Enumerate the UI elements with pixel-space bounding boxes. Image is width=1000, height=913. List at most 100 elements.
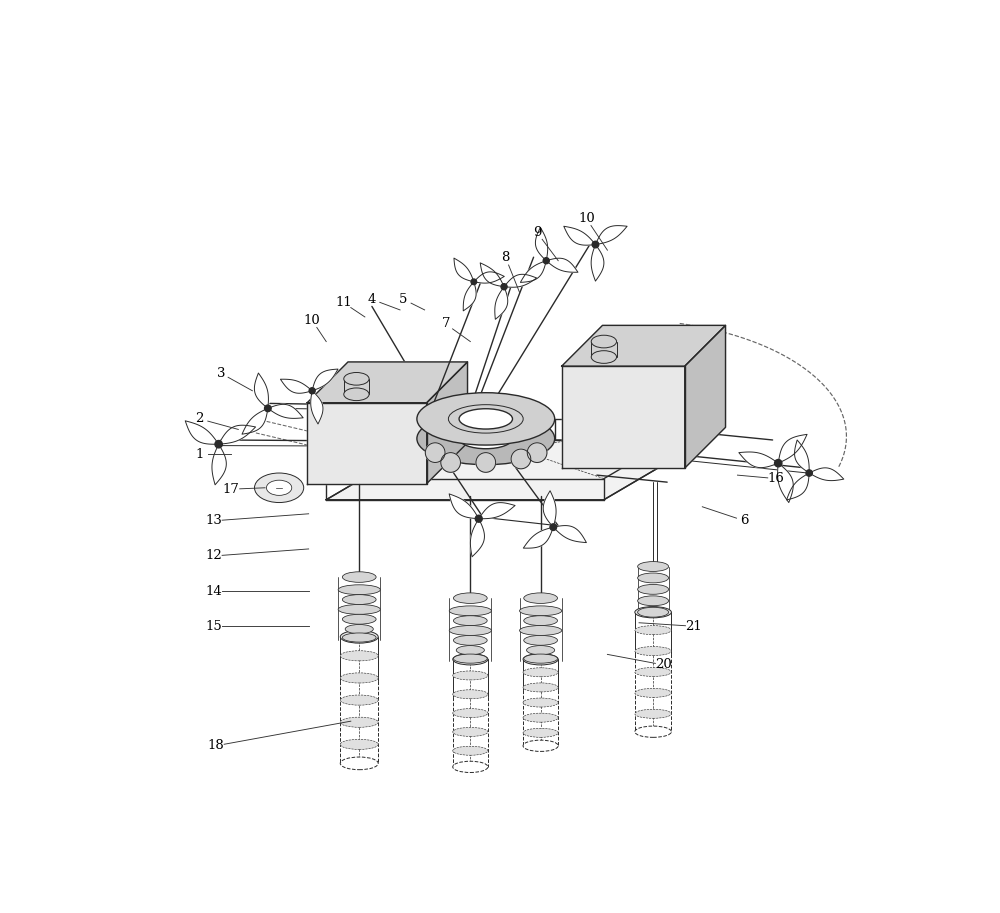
Ellipse shape	[524, 615, 557, 625]
Circle shape	[215, 441, 222, 448]
Ellipse shape	[523, 713, 558, 722]
Ellipse shape	[453, 671, 488, 680]
Ellipse shape	[453, 728, 488, 737]
Ellipse shape	[453, 635, 487, 645]
Polygon shape	[427, 362, 468, 484]
Text: 5: 5	[399, 293, 408, 306]
Text: 11: 11	[335, 297, 352, 310]
Text: 21: 21	[686, 620, 702, 633]
Ellipse shape	[345, 624, 373, 634]
Text: 1: 1	[195, 447, 204, 460]
Ellipse shape	[459, 428, 513, 448]
Polygon shape	[685, 325, 726, 468]
Ellipse shape	[340, 718, 378, 728]
Ellipse shape	[453, 654, 487, 663]
Polygon shape	[254, 373, 268, 408]
Circle shape	[471, 279, 477, 285]
Polygon shape	[326, 440, 706, 499]
Ellipse shape	[635, 688, 671, 698]
Ellipse shape	[638, 561, 669, 572]
Ellipse shape	[453, 708, 488, 718]
Polygon shape	[280, 379, 312, 394]
Polygon shape	[635, 613, 671, 731]
Circle shape	[775, 459, 782, 467]
Ellipse shape	[591, 351, 617, 363]
Polygon shape	[562, 325, 726, 366]
Polygon shape	[809, 467, 844, 480]
Ellipse shape	[342, 633, 376, 642]
Text: 20: 20	[655, 658, 672, 671]
Polygon shape	[523, 527, 553, 548]
Circle shape	[476, 453, 496, 472]
Ellipse shape	[340, 631, 378, 643]
Polygon shape	[479, 503, 515, 519]
Text: 10: 10	[304, 314, 321, 327]
Ellipse shape	[591, 335, 617, 348]
Text: 10: 10	[578, 212, 595, 225]
Ellipse shape	[523, 654, 558, 665]
Polygon shape	[453, 659, 488, 767]
Ellipse shape	[342, 594, 376, 604]
Ellipse shape	[453, 746, 488, 755]
Ellipse shape	[638, 607, 669, 617]
Ellipse shape	[635, 726, 671, 738]
Ellipse shape	[523, 729, 558, 738]
Polygon shape	[795, 440, 809, 473]
Ellipse shape	[344, 373, 369, 385]
Circle shape	[501, 284, 507, 289]
Ellipse shape	[417, 413, 555, 465]
Polygon shape	[739, 452, 778, 467]
Ellipse shape	[638, 596, 669, 605]
Text: 6: 6	[740, 514, 749, 528]
Ellipse shape	[638, 584, 669, 594]
Polygon shape	[449, 494, 479, 519]
Ellipse shape	[459, 409, 513, 429]
Text: 3: 3	[217, 367, 225, 380]
Circle shape	[265, 405, 271, 412]
Ellipse shape	[520, 625, 562, 635]
Ellipse shape	[417, 393, 555, 445]
Ellipse shape	[340, 757, 378, 770]
Ellipse shape	[340, 695, 378, 705]
Ellipse shape	[638, 573, 669, 582]
Ellipse shape	[523, 683, 558, 692]
Ellipse shape	[449, 625, 491, 635]
Circle shape	[550, 524, 557, 530]
Text: 7: 7	[441, 318, 450, 331]
Polygon shape	[564, 226, 595, 246]
Text: 8: 8	[501, 251, 510, 264]
Polygon shape	[562, 366, 685, 468]
Text: 12: 12	[205, 550, 222, 562]
Polygon shape	[311, 391, 323, 424]
Circle shape	[425, 443, 445, 463]
Polygon shape	[778, 435, 807, 463]
Circle shape	[475, 515, 482, 522]
Ellipse shape	[523, 740, 558, 751]
Ellipse shape	[635, 709, 671, 719]
Text: 13: 13	[205, 514, 222, 528]
Polygon shape	[463, 282, 476, 310]
Polygon shape	[591, 245, 604, 281]
Polygon shape	[340, 637, 378, 763]
Polygon shape	[546, 258, 578, 272]
Polygon shape	[535, 227, 548, 261]
Polygon shape	[595, 226, 627, 245]
Text: 17: 17	[223, 483, 240, 496]
Polygon shape	[543, 490, 556, 527]
Circle shape	[592, 241, 599, 247]
Ellipse shape	[453, 761, 488, 772]
Ellipse shape	[266, 480, 292, 496]
Polygon shape	[504, 274, 537, 288]
Text: 4: 4	[368, 293, 376, 306]
Circle shape	[527, 443, 547, 463]
Ellipse shape	[523, 667, 558, 677]
Ellipse shape	[524, 635, 557, 645]
Text: 16: 16	[768, 472, 785, 485]
Polygon shape	[787, 473, 809, 500]
Polygon shape	[242, 408, 268, 435]
Text: 2: 2	[195, 413, 204, 425]
Circle shape	[543, 257, 549, 264]
Ellipse shape	[520, 606, 562, 615]
Polygon shape	[474, 272, 504, 283]
Polygon shape	[212, 445, 226, 485]
